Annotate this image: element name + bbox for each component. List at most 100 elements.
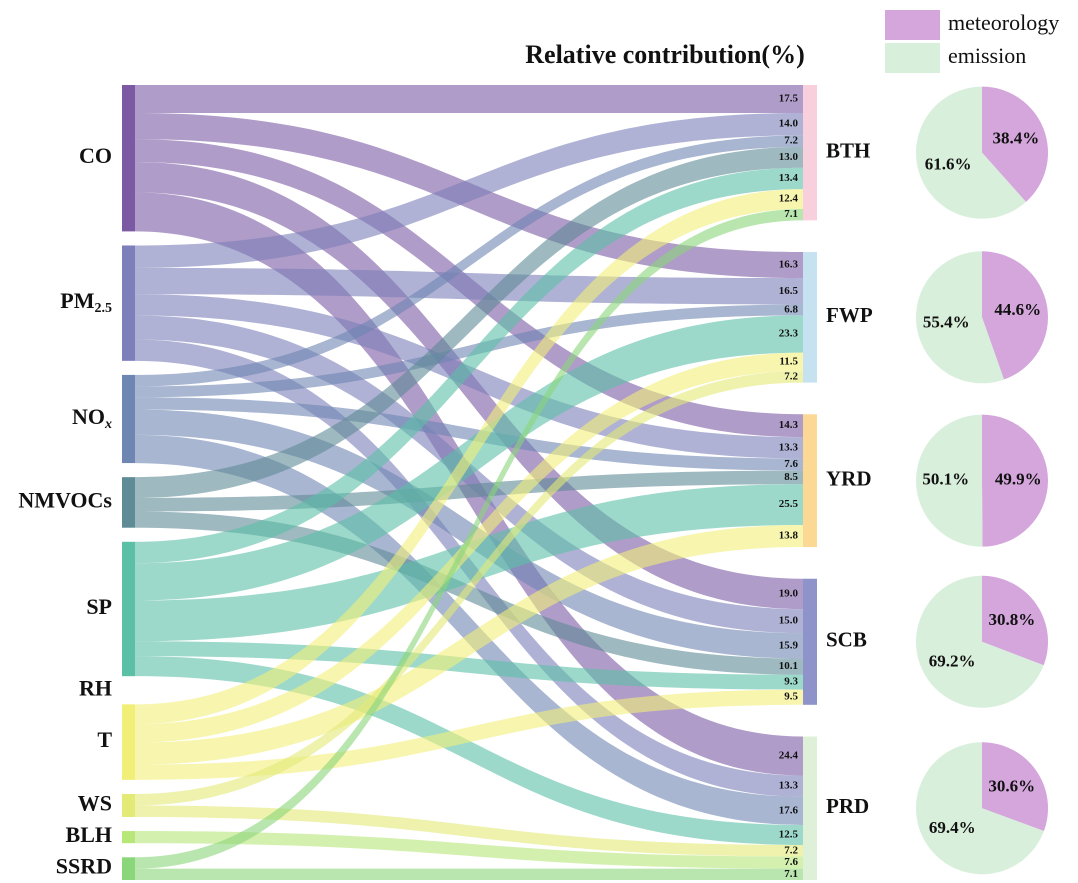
pie-slice	[982, 251, 1048, 380]
source-label-main: SSRD	[56, 854, 112, 879]
flow-value-label: 9.3	[784, 676, 798, 688]
flow-value-label: 13.0	[779, 151, 799, 163]
region-node	[803, 578, 817, 705]
flow	[135, 656, 803, 845]
pie-label: 44.6%	[994, 300, 1041, 319]
flow-value-label: 12.5	[779, 828, 799, 840]
source-label: SP	[86, 594, 112, 619]
pie-label: 61.6%	[925, 155, 972, 174]
flow	[135, 209, 803, 869]
flow-value-label: 7.6	[784, 856, 798, 868]
flow-value-label: 13.3	[779, 780, 799, 792]
pie-slice	[916, 86, 1026, 219]
source-node	[122, 831, 135, 844]
source-node	[122, 374, 135, 464]
flow	[135, 267, 803, 305]
links	[135, 85, 803, 880]
pie-slice	[915, 575, 1044, 708]
source-label: BLH	[66, 822, 112, 847]
source-label-main: PM	[60, 288, 94, 313]
source-label-main: CO	[79, 143, 112, 168]
flow	[135, 805, 803, 857]
region-node	[803, 736, 817, 880]
flow	[135, 470, 803, 512]
source-node	[122, 793, 135, 817]
flow	[135, 146, 803, 498]
flow	[135, 524, 803, 765]
source-label: NMVOCs	[18, 487, 112, 512]
flow-value-label: 13.3	[779, 441, 799, 453]
flow-value-label: 10.1	[779, 660, 798, 672]
region-node	[803, 414, 817, 548]
source-label: WS	[78, 790, 112, 815]
flow-value-label: 11.5	[779, 355, 798, 367]
source-node	[122, 704, 135, 780]
pie-label: 49.9%	[995, 469, 1042, 488]
source-label-main: T	[97, 727, 112, 752]
flow-value-label: 16.3	[779, 259, 799, 271]
source-node	[122, 477, 135, 528]
flow	[135, 831, 803, 869]
flow	[135, 434, 803, 825]
pie-label: 50.1%	[922, 470, 969, 489]
flow-value-label: 7.2	[784, 135, 798, 147]
flow-value-label: 7.1	[784, 208, 798, 220]
pie-slice	[982, 86, 1048, 202]
source-label: T	[97, 727, 112, 752]
pie-slice	[982, 742, 1049, 831]
flow-value-label: 19.0	[779, 587, 799, 599]
region-label: FWP	[826, 303, 873, 327]
pie-slice	[982, 414, 1049, 547]
flow-value-label: 7.2	[784, 844, 798, 856]
flow-value-label: 16.5	[779, 285, 799, 297]
region-label: PRD	[826, 794, 869, 818]
flow-value-label: 17.5	[779, 93, 799, 105]
flow-value-label: 25.5	[779, 498, 799, 510]
pie-label: 55.4%	[923, 312, 970, 331]
flow-value-label: 24.4	[779, 750, 799, 762]
flow	[135, 85, 803, 113]
pie-slice	[916, 742, 1044, 875]
source-label-main: WS	[78, 790, 112, 815]
source-node	[122, 857, 135, 880]
source-label-sub: 2.5	[95, 301, 113, 316]
flow	[135, 371, 803, 806]
source-label: CO	[79, 143, 112, 168]
region-node	[803, 252, 817, 383]
flow-value-label: 13.8	[779, 530, 799, 542]
source-node	[122, 245, 135, 361]
region-label: YRD	[826, 466, 872, 490]
source-node	[122, 85, 135, 232]
flow-value-label: 6.8	[784, 303, 798, 315]
pie-slice	[916, 414, 983, 547]
source-label-main: NMVOCs	[18, 487, 112, 512]
flow-value-label: 7.2	[784, 370, 798, 382]
flow	[135, 868, 803, 880]
source-label-main: NO	[72, 404, 105, 429]
flow-value-label: 8.5	[784, 471, 798, 483]
legend-swatch	[885, 43, 940, 73]
source-label-main: BLH	[66, 822, 112, 847]
flow-value-label: 7.1	[784, 868, 798, 880]
flow	[135, 113, 803, 268]
chart-title: Relative contribution(%)	[525, 40, 804, 69]
source-label: NOx	[72, 404, 112, 432]
source-label: PM2.5	[60, 288, 112, 316]
legend-label: emission	[948, 43, 1026, 68]
flow	[135, 189, 803, 725]
region-label: SCB	[826, 628, 867, 652]
region-node	[803, 85, 817, 221]
flow-value-label: 14.3	[779, 419, 799, 431]
flow	[135, 135, 803, 387]
flow-value-label: 23.3	[779, 328, 799, 340]
source-label-main: SP	[86, 594, 112, 619]
flow-value-label: 9.5	[784, 691, 798, 703]
flow-value-label: 15.0	[779, 615, 799, 627]
flow	[135, 304, 803, 398]
legend-swatch	[885, 10, 940, 40]
pie-slice	[916, 251, 1004, 384]
flow	[135, 294, 803, 459]
source-label-sub: x	[104, 417, 112, 432]
flow	[135, 167, 803, 564]
